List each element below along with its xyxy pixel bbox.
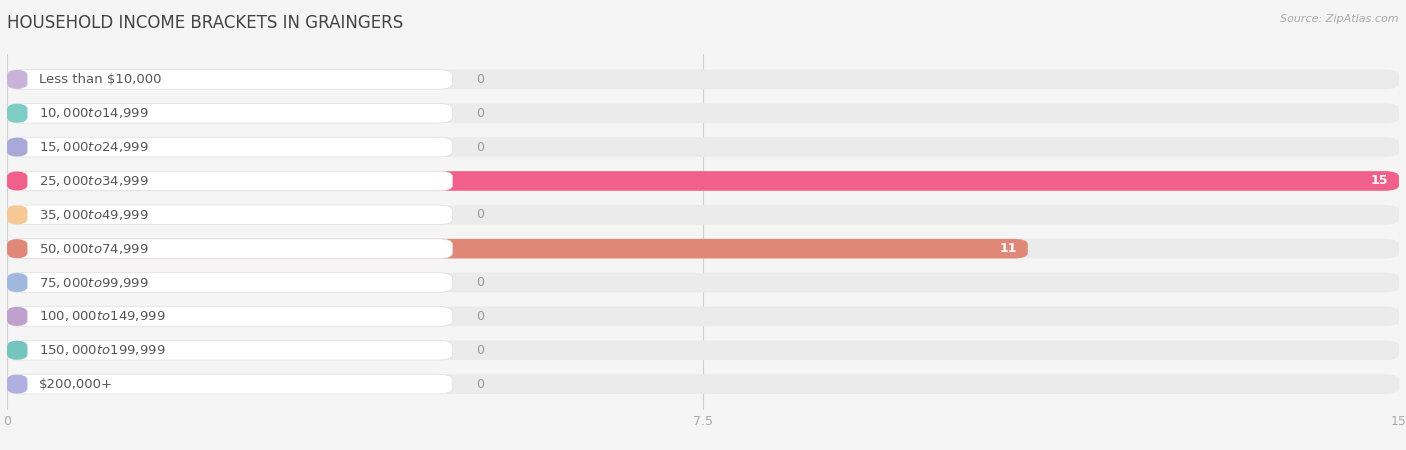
Text: 0: 0 [475,73,484,86]
Text: 0: 0 [475,276,484,289]
FancyBboxPatch shape [7,239,453,258]
FancyBboxPatch shape [7,137,1399,157]
Text: 0: 0 [475,344,484,357]
FancyBboxPatch shape [7,374,28,394]
Text: $35,000 to $49,999: $35,000 to $49,999 [38,208,148,222]
Text: $150,000 to $199,999: $150,000 to $199,999 [38,343,165,357]
FancyBboxPatch shape [7,306,453,326]
Text: 0: 0 [475,310,484,323]
Text: 11: 11 [1000,242,1017,255]
Text: 0: 0 [475,378,484,391]
Text: $15,000 to $24,999: $15,000 to $24,999 [38,140,148,154]
FancyBboxPatch shape [7,306,28,326]
Text: Source: ZipAtlas.com: Source: ZipAtlas.com [1281,14,1399,23]
FancyBboxPatch shape [7,104,1399,123]
Text: $75,000 to $99,999: $75,000 to $99,999 [38,275,148,289]
FancyBboxPatch shape [7,205,28,225]
Text: 0: 0 [475,208,484,221]
FancyBboxPatch shape [7,273,1399,292]
FancyBboxPatch shape [7,171,453,191]
FancyBboxPatch shape [7,239,1028,258]
FancyBboxPatch shape [7,374,453,394]
Text: HOUSEHOLD INCOME BRACKETS IN GRAINGERS: HOUSEHOLD INCOME BRACKETS IN GRAINGERS [7,14,404,32]
Text: $200,000+: $200,000+ [38,378,112,391]
Text: 15: 15 [1371,175,1388,188]
Text: Less than $10,000: Less than $10,000 [38,73,162,86]
FancyBboxPatch shape [7,70,28,89]
Text: $25,000 to $34,999: $25,000 to $34,999 [38,174,148,188]
FancyBboxPatch shape [7,205,453,225]
FancyBboxPatch shape [7,104,28,123]
FancyBboxPatch shape [7,239,1399,258]
FancyBboxPatch shape [7,374,1399,394]
Text: $50,000 to $74,999: $50,000 to $74,999 [38,242,148,256]
FancyBboxPatch shape [7,70,1399,89]
Text: 0: 0 [475,140,484,153]
Text: 0: 0 [475,107,484,120]
FancyBboxPatch shape [7,205,1399,225]
FancyBboxPatch shape [7,70,453,89]
FancyBboxPatch shape [7,137,28,157]
FancyBboxPatch shape [7,171,1399,191]
FancyBboxPatch shape [7,239,28,258]
Text: $100,000 to $149,999: $100,000 to $149,999 [38,310,165,324]
FancyBboxPatch shape [7,306,1399,326]
FancyBboxPatch shape [7,341,1399,360]
FancyBboxPatch shape [7,341,453,360]
Text: $10,000 to $14,999: $10,000 to $14,999 [38,106,148,120]
FancyBboxPatch shape [7,104,453,123]
FancyBboxPatch shape [7,171,28,191]
FancyBboxPatch shape [7,341,28,360]
FancyBboxPatch shape [7,273,28,292]
FancyBboxPatch shape [7,273,453,292]
FancyBboxPatch shape [7,171,1399,191]
FancyBboxPatch shape [7,137,453,157]
